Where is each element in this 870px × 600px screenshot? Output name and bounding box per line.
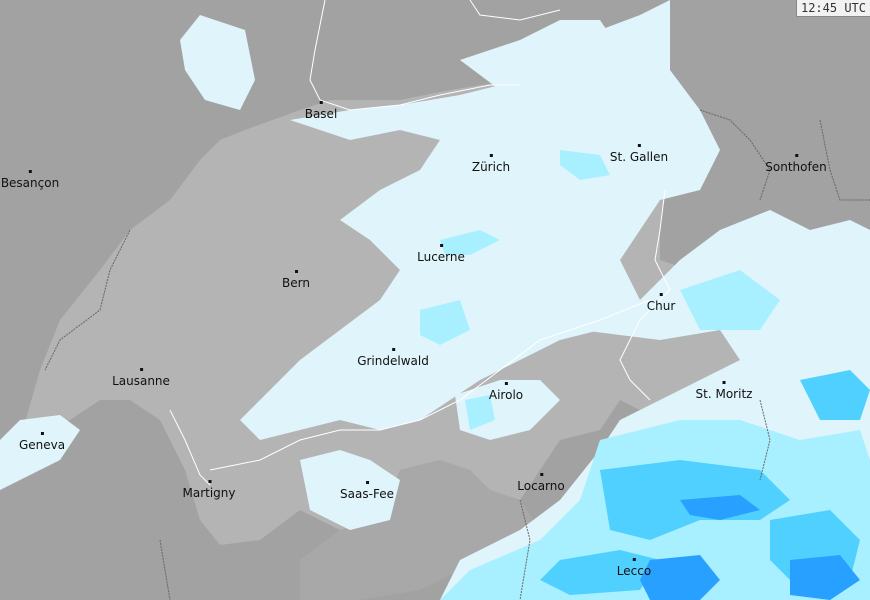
city-lucerne[interactable]: Lucerne xyxy=(417,244,465,264)
city-geneva[interactable]: Geneva xyxy=(18,432,66,452)
city-marker-icon xyxy=(489,154,493,157)
city-airolo[interactable]: Airolo xyxy=(488,382,524,402)
city-marker-icon xyxy=(540,473,543,476)
city-lecco[interactable]: Lecco xyxy=(616,558,652,578)
city-marker-icon xyxy=(140,368,143,371)
city-label: Zürich xyxy=(471,160,511,174)
city-label: Lausanne xyxy=(112,374,170,388)
region-borders xyxy=(44,109,870,600)
city-besancon[interactable]: Besançon xyxy=(0,170,60,190)
city-label: St. Gallen xyxy=(609,150,669,164)
city-label: Locarno xyxy=(517,479,565,493)
city-marker-icon xyxy=(392,348,395,351)
city-label: Basel xyxy=(304,107,338,121)
city-chur[interactable]: Chur xyxy=(646,293,676,313)
city-marker-icon xyxy=(365,481,369,484)
city-basel[interactable]: Basel xyxy=(304,101,338,121)
city-st-gallen[interactable]: St. Gallen xyxy=(609,144,669,164)
city-label: Airolo xyxy=(488,388,524,402)
city-label: Martigny xyxy=(182,486,236,500)
city-marker-icon xyxy=(633,558,636,561)
city-label: Bern xyxy=(282,276,310,290)
city-label: Saas-Fee xyxy=(340,487,394,501)
country-borders xyxy=(169,0,671,486)
city-marker-icon xyxy=(504,382,508,385)
precipitation-very-heavy xyxy=(640,495,860,600)
city-marker-icon xyxy=(722,381,726,384)
city-marker-icon xyxy=(637,144,641,147)
city-marker-icon xyxy=(41,432,44,435)
city-label: Sonthofen xyxy=(765,160,827,174)
city-saas-fee[interactable]: Saas-Fee xyxy=(340,481,394,501)
city-marker-icon xyxy=(320,101,323,104)
city-st-moritz[interactable]: St. Moritz xyxy=(695,381,753,401)
city-marker-icon xyxy=(29,170,32,173)
city-label: Besançon xyxy=(0,176,60,190)
city-marker-icon xyxy=(207,480,211,483)
city-sonthofen[interactable]: Sonthofen xyxy=(765,154,827,174)
city-lausanne[interactable]: Lausanne xyxy=(112,368,170,388)
city-label: Lecco xyxy=(616,564,652,578)
city-martigny[interactable]: Martigny xyxy=(182,480,236,500)
city-label: St. Moritz xyxy=(695,387,753,401)
city-label: Chur xyxy=(646,299,676,313)
city-marker-icon xyxy=(795,154,798,157)
city-label: Geneva xyxy=(18,438,66,452)
city-locarno[interactable]: Locarno xyxy=(517,473,565,493)
city-zurich[interactable]: Zürich xyxy=(471,154,511,174)
city-label: Lucerne xyxy=(417,250,465,264)
timestamp-label: 12:45 UTC xyxy=(795,0,870,17)
city-label: Grindelwald xyxy=(357,354,429,368)
city-marker-icon xyxy=(294,270,298,273)
city-grindelwald[interactable]: Grindelwald xyxy=(357,348,429,368)
city-marker-icon xyxy=(660,293,663,296)
city-bern[interactable]: Bern xyxy=(282,270,310,290)
city-marker-icon xyxy=(440,244,443,247)
north-italy-area xyxy=(300,460,540,600)
